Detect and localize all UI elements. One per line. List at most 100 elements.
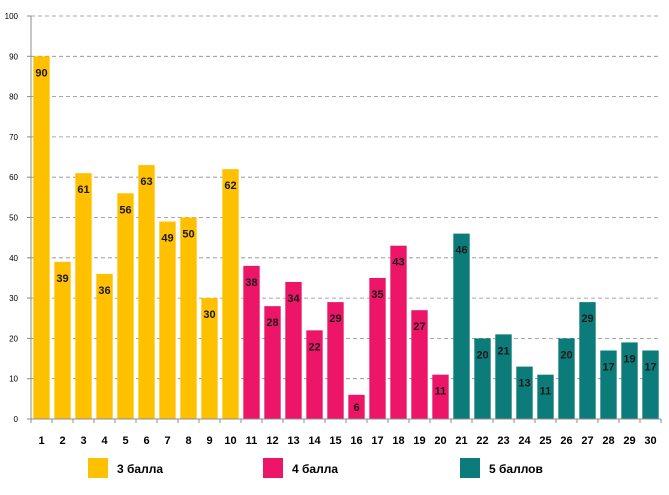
axes xyxy=(27,15,662,423)
x-tick-label: 26 xyxy=(560,435,572,447)
x-tick-label: 28 xyxy=(602,435,614,447)
data-label-26: 20 xyxy=(560,349,572,361)
bar-18 xyxy=(390,245,407,419)
bar-27 xyxy=(579,302,596,419)
data-label-14: 22 xyxy=(308,341,320,353)
bar-25 xyxy=(537,374,554,419)
bar-15 xyxy=(327,302,344,419)
bar-2 xyxy=(54,261,71,419)
x-tick-label: 22 xyxy=(476,435,488,447)
bar-29 xyxy=(621,342,638,419)
x-tick-label: 6 xyxy=(143,435,149,447)
data-label-1: 90 xyxy=(35,67,47,79)
data-label-10: 62 xyxy=(224,180,236,192)
y-tick-label: 90 xyxy=(9,52,18,61)
data-label-8: 50 xyxy=(182,229,194,241)
bar-20 xyxy=(432,374,449,419)
bar-28 xyxy=(600,350,617,419)
y-axis-ticks: 0 10 20 30 40 50 60 70 80 90 100 xyxy=(5,12,19,424)
x-tick-label: 5 xyxy=(122,435,128,447)
x-tick-label: 20 xyxy=(434,435,446,447)
x-tick-label: 23 xyxy=(497,435,509,447)
x-tick-label: 9 xyxy=(206,435,212,447)
y-tick-label: 60 xyxy=(9,173,18,182)
data-label-19: 27 xyxy=(413,321,425,333)
x-tick-label: 27 xyxy=(581,435,593,447)
data-label-11: 38 xyxy=(245,277,257,289)
data-label-16: 6 xyxy=(353,402,359,414)
x-tick-label: 14 xyxy=(308,435,321,447)
x-tick-label: 25 xyxy=(539,435,551,447)
y-tick-label: 40 xyxy=(9,254,18,263)
y-tick-label: 50 xyxy=(9,214,18,223)
data-label-13: 34 xyxy=(287,293,300,305)
bar-10 xyxy=(222,169,239,419)
y-tick-label: 70 xyxy=(9,133,18,142)
data-label-6: 63 xyxy=(140,176,152,188)
data-label-15: 29 xyxy=(329,313,341,325)
bar-11 xyxy=(243,265,260,419)
legend-swatch-2 xyxy=(263,458,283,478)
data-label-12: 28 xyxy=(266,317,278,329)
data-label-30: 17 xyxy=(644,361,656,373)
bar-19 xyxy=(411,310,428,419)
bar-26 xyxy=(558,338,575,419)
data-label-25: 11 xyxy=(540,386,552,398)
x-tick-label: 4 xyxy=(101,435,108,447)
x-tick-label: 17 xyxy=(371,435,383,447)
data-label-7: 49 xyxy=(161,233,173,245)
y-tick-label: 30 xyxy=(9,294,18,303)
data-label-21: 46 xyxy=(455,245,467,257)
legend-label-2: 4 балла xyxy=(292,462,338,476)
x-tick-label: 7 xyxy=(164,435,170,447)
bar-17 xyxy=(369,277,386,419)
data-label-29: 19 xyxy=(623,353,635,365)
bar-13 xyxy=(285,281,302,419)
bar-5 xyxy=(117,193,134,419)
x-tick-label: 1 xyxy=(38,435,44,447)
x-tick-label: 19 xyxy=(413,435,425,447)
data-label-23: 21 xyxy=(497,345,509,357)
data-label-22: 20 xyxy=(476,349,488,361)
legend-swatch-1 xyxy=(88,458,108,478)
data-label-5: 56 xyxy=(119,204,131,216)
bar-22 xyxy=(474,338,491,419)
bar-12 xyxy=(264,306,281,419)
data-label-20: 11 xyxy=(435,386,447,398)
data-label-28: 17 xyxy=(602,361,614,373)
data-label-27: 29 xyxy=(581,313,593,325)
x-tick-label: 13 xyxy=(287,435,299,447)
legend-label-1: 3 балла xyxy=(117,462,163,476)
bar-3 xyxy=(75,173,92,419)
x-tick-label: 15 xyxy=(329,435,341,447)
bar-7 xyxy=(159,221,176,419)
bar-1 xyxy=(33,56,50,420)
x-tick-label: 2 xyxy=(59,435,65,447)
bar-6 xyxy=(138,165,155,419)
x-tick-label: 30 xyxy=(644,435,656,447)
x-tick-label: 29 xyxy=(623,435,635,447)
x-tick-label: 18 xyxy=(392,435,404,447)
gridlines xyxy=(31,15,661,380)
y-tick-label: 80 xyxy=(9,93,18,102)
bar-23 xyxy=(495,334,512,419)
data-label-17: 35 xyxy=(371,289,383,301)
bar-9 xyxy=(201,298,218,419)
y-tick-label: 20 xyxy=(9,334,18,343)
data-labels: 90 39 61 36 56 63 49 50 30 62 38 28 34 22 29 6 35 43 27 11 4… xyxy=(35,67,656,414)
x-tick-label: 12 xyxy=(266,435,278,447)
bar-16 xyxy=(348,394,365,419)
bars xyxy=(33,56,659,420)
x-tick-label: 11 xyxy=(246,435,258,447)
y-tick-label: 0 xyxy=(14,415,19,424)
data-label-18: 43 xyxy=(392,257,404,269)
data-label-3: 61 xyxy=(77,184,89,196)
data-label-9: 30 xyxy=(203,309,215,321)
x-tick-label: 10 xyxy=(224,435,236,447)
bar-24 xyxy=(516,366,533,419)
y-tick-label: 100 xyxy=(5,12,19,21)
data-label-24: 13 xyxy=(518,378,530,390)
y-tick-label: 10 xyxy=(9,375,18,384)
x-tick-label: 24 xyxy=(518,435,531,447)
